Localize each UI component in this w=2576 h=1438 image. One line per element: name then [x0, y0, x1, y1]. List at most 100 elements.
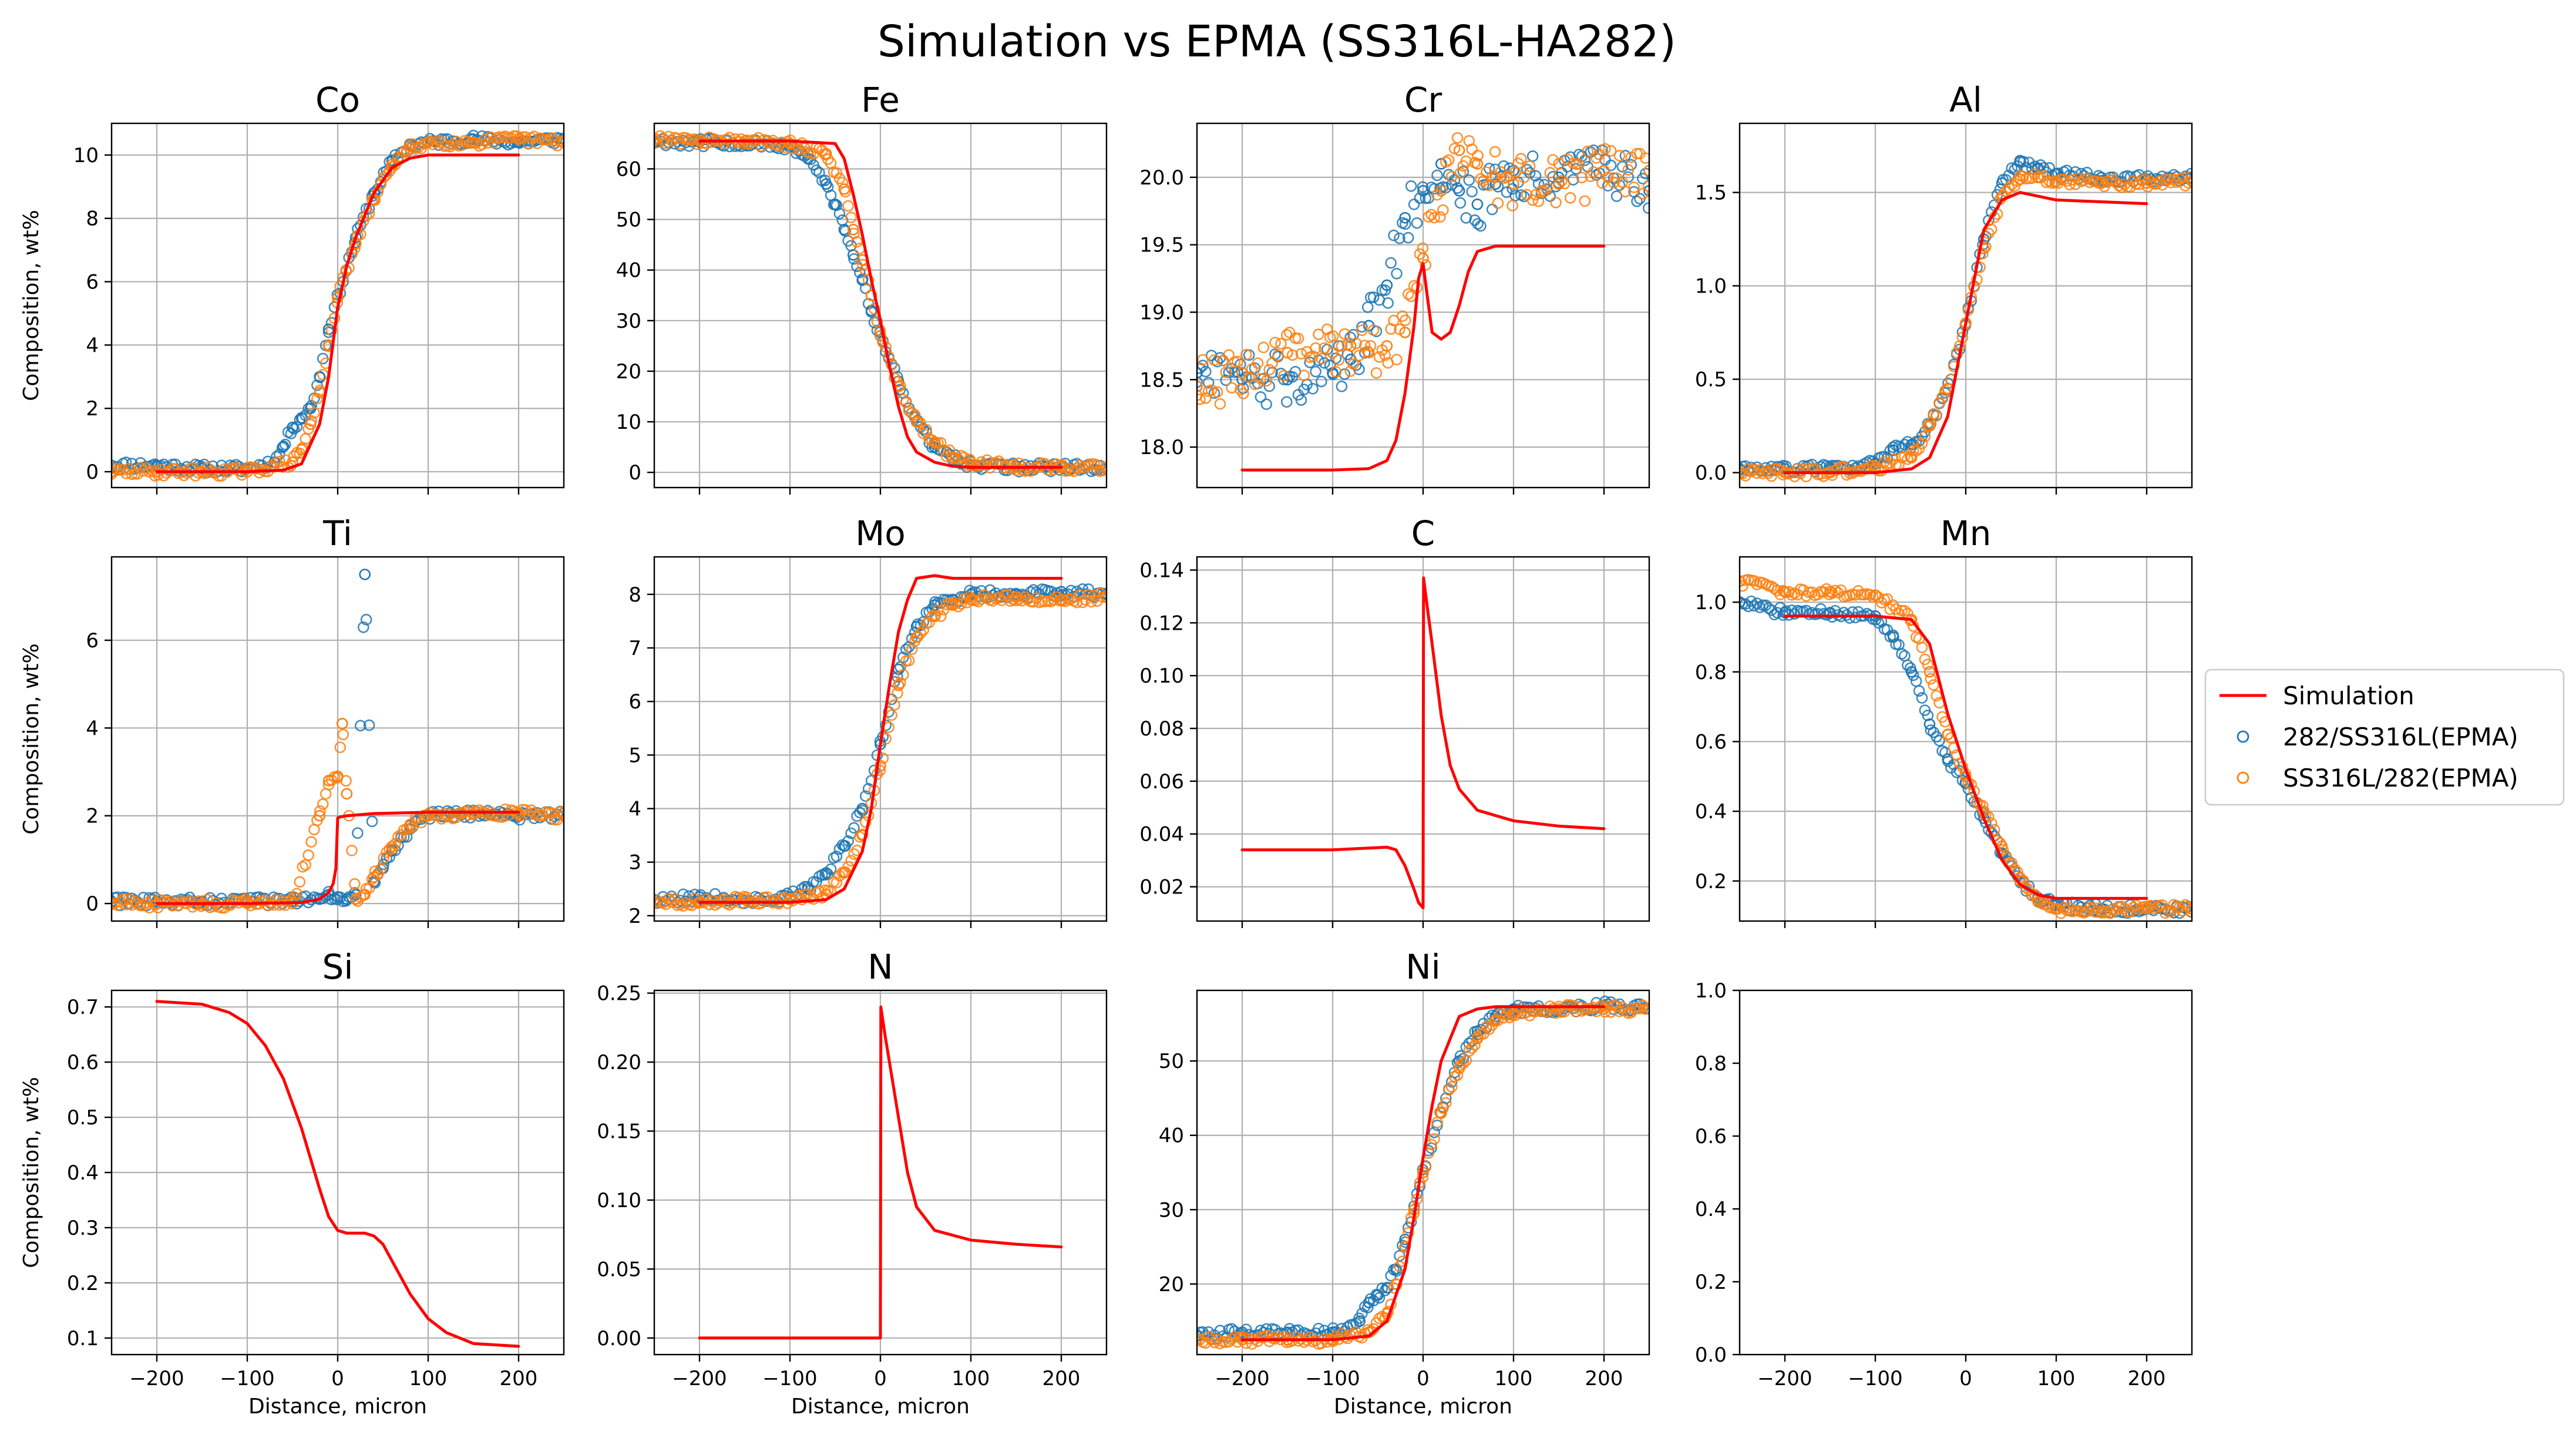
epma-point-ss316l-282: [1835, 584, 1847, 596]
epma-point-282-ss316l: [2009, 163, 2020, 176]
epma-point-ss316l-282: [1055, 594, 1067, 606]
legend-label: SS316L/282(EPMA): [2283, 764, 2518, 792]
epma-point-ss316l-282: [1437, 204, 1449, 216]
epma-point-ss316l-282: [1974, 261, 1986, 273]
y-tick-label: 0.4: [1695, 1198, 1727, 1221]
plot-area-n: [698, 1005, 1063, 1340]
epma-point-282-ss316l: [1361, 301, 1374, 313]
epma-point-ss316l-282: [1596, 177, 1608, 189]
panel-title: Cr: [1404, 80, 1442, 120]
epma-point-ss316l-282: [1579, 195, 1591, 207]
legend-entry: Simulation: [2219, 681, 2414, 710]
epma-point-282-ss316l: [1448, 174, 1461, 186]
epma-point-ss316l-282: [2006, 857, 2018, 869]
epma-point-ss316l-282: [1048, 594, 1060, 606]
epma-point-ss316l-282: [1363, 347, 1375, 359]
epma-point-ss316l-282: [1553, 157, 1565, 170]
epma-point-ss316l-282: [1232, 355, 1243, 368]
epma-point-ss316l-282: [1884, 457, 1896, 469]
epma-point-ss316l-282: [724, 899, 735, 910]
epma-point-ss316l-282: [349, 893, 362, 905]
epma-point-ss316l-282: [1316, 352, 1327, 365]
epma-point-282-ss316l: [1295, 394, 1307, 406]
epma-point-ss316l-282: [1472, 149, 1484, 162]
epma-point-282-ss316l: [1475, 220, 1487, 232]
x-tick-label: −200: [1757, 1367, 1812, 1390]
epma-point-ss316l-282: [482, 137, 494, 149]
epma-point-282-ss316l: [820, 178, 832, 190]
y-tick-label: 0.12: [1139, 612, 1184, 635]
epma-point-ss316l-282: [322, 775, 335, 787]
epma-point-282-ss316l: [883, 706, 894, 718]
y-axis-label: Composition, wt%: [19, 210, 43, 401]
epma-point-ss316l-282: [1370, 367, 1383, 379]
epma-point-282-ss316l: [287, 421, 298, 434]
epma-point-ss316l-282: [404, 818, 416, 831]
y-tick-label: 0.25: [597, 982, 641, 1006]
x-tick-label: 100: [409, 1367, 448, 1390]
epma-point-ss316l-282: [1440, 156, 1452, 168]
epma-point-ss316l-282: [1428, 1133, 1440, 1145]
epma-point-ss316l-282: [1508, 178, 1519, 190]
epma-point-282-ss316l: [1197, 360, 1209, 371]
epma-point-ss316l-282: [1344, 365, 1356, 377]
y-tick-label: 0.14: [1139, 559, 1184, 582]
panel-title: Si: [322, 947, 354, 987]
y-tick-label: 0.6: [1695, 730, 1727, 754]
simulation-line-fe: [698, 139, 1063, 469]
epma-point-282-ss316l: [1916, 692, 1928, 704]
epma-point-ss316l-282: [1255, 372, 1267, 385]
epma-point-ss316l-282: [1010, 591, 1022, 603]
y-tick-label: 2: [86, 805, 99, 828]
epma-point-ss316l-282: [1605, 145, 1617, 157]
epma-point-282-ss316l: [1394, 232, 1405, 244]
epma-point-ss316l-282: [1916, 641, 1928, 653]
epma-point-ss316l-282: [2050, 175, 2062, 187]
epma-point-ss316l-282: [375, 864, 387, 875]
epma-point-282-ss316l: [1451, 182, 1464, 194]
epma-point-282-ss316l: [1888, 631, 1899, 643]
epma-point-ss316l-282: [1010, 464, 1022, 476]
epma-point-ss316l-282: [1435, 185, 1447, 197]
epma-point-ss316l-282: [1812, 589, 1824, 600]
epma-point-ss316l-282: [337, 728, 349, 741]
epma-point-282-ss316l: [848, 249, 859, 261]
epma-point-ss316l-282: [112, 898, 117, 909]
epma-point-282-ss316l: [1983, 824, 1995, 836]
epma-point-ss316l-282: [1071, 462, 1083, 475]
epma-point-ss316l-282: [1405, 290, 1417, 303]
epma-point-ss316l-282: [1350, 337, 1362, 350]
epma-point-ss316l-282: [1471, 158, 1484, 170]
epma-point-ss316l-282: [317, 368, 329, 381]
epma-point-ss316l-282: [1509, 1009, 1521, 1022]
epma-point-ss316l-282: [1590, 152, 1602, 164]
epma-point-ss316l-282: [1481, 1021, 1492, 1033]
y-tick-label: 0.02: [1139, 876, 1184, 899]
epma-point-ss316l-282: [1628, 182, 1640, 193]
epma-point-282-ss316l: [1616, 160, 1629, 173]
epma-point-282-ss316l: [1463, 174, 1475, 186]
epma-point-ss316l-282: [1576, 172, 1588, 184]
epma-point-ss316l-282: [1417, 1167, 1429, 1178]
epma-point-ss316l-282: [929, 436, 941, 448]
epma-point-ss316l-282: [2186, 903, 2192, 915]
x-tick-label: −100: [1305, 1367, 1360, 1390]
y-tick-label: 0.10: [1139, 664, 1184, 688]
epma-point-ss316l-282: [1916, 437, 1928, 449]
epma-point-ss316l-282: [1598, 1003, 1610, 1015]
epma-point-ss316l-282: [1524, 160, 1536, 172]
epma-point-ss316l-282: [1524, 1010, 1536, 1022]
epma-point-282-ss316l: [859, 790, 872, 802]
epma-point-ss316l-282: [1330, 1331, 1342, 1343]
epma-point-282-ss316l: [1643, 185, 1649, 197]
panel-title: Mn: [1941, 513, 1992, 553]
epma-point-ss316l-282: [375, 179, 387, 190]
y-tick-label: 5: [628, 744, 641, 767]
epma-point-ss316l-282: [1923, 420, 1936, 432]
epma-point-ss316l-282: [1779, 586, 1791, 598]
simulation-line-si: [155, 1000, 520, 1348]
epma-point-ss316l-282: [1077, 596, 1089, 609]
x-tick-label: −100: [762, 1367, 817, 1390]
epma-point-ss316l-282: [557, 807, 564, 819]
epma-point-ss316l-282: [137, 465, 150, 477]
